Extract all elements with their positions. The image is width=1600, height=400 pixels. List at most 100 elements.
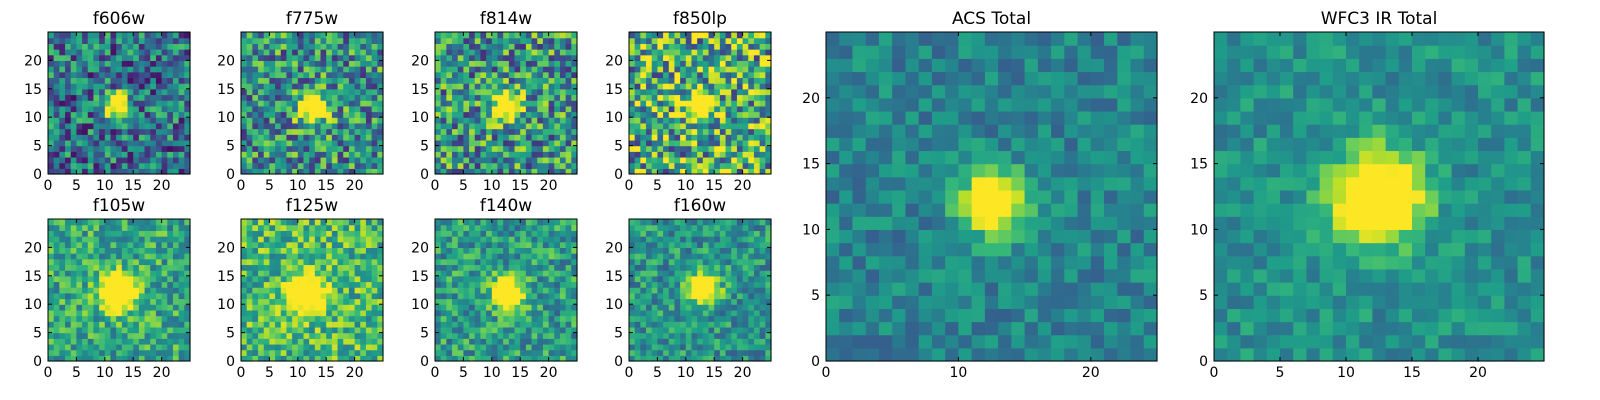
heatmap-cell [571,49,578,56]
heatmap-cell [258,117,265,124]
heatmap-cell [133,253,140,260]
heatmap-cell [87,224,95,231]
heatmap-cell [571,105,578,113]
heatmap-cell [503,287,510,294]
heatmap-cell [354,236,361,243]
heatmap-cell [343,111,350,118]
heatmap-cell [542,338,550,345]
heatmap-cell [736,321,744,328]
heatmap-cell [486,100,493,107]
heatmap-cell [559,292,567,300]
heatmap-cell [348,151,356,158]
heatmap-cell [446,292,453,300]
heatmap-cell [537,145,544,152]
heatmap-cell [127,100,134,107]
heatmap-cell [93,60,100,67]
heatmap-cell [736,139,744,147]
heatmap-cell [138,298,146,305]
heatmap-cell [651,304,658,311]
heatmap-cell [680,111,687,118]
heatmap-cell [719,145,727,152]
heatmap-cell [337,287,344,294]
heatmap-cell [314,151,322,158]
heatmap-cell [53,270,60,277]
heatmap-cell [725,321,732,328]
heatmap-cell [508,326,516,334]
heatmap-cell [565,304,572,311]
heatmap-cell [663,100,670,107]
heatmap-cell [759,60,766,67]
heatmap-cell [280,338,288,345]
heatmap-cell [348,355,356,362]
heatmap-cell [463,315,470,322]
heatmap-cell [719,134,727,141]
heatmap-cell [371,122,378,130]
heatmap-cell [167,321,174,328]
x-tick-label: 5 [653,178,662,194]
heatmap-cell [331,37,339,44]
heatmap-cell [246,43,253,50]
heatmap-cell [759,343,766,351]
heatmap-cell [155,332,163,339]
heatmap-cell [354,264,361,271]
heatmap-cell [116,32,123,39]
heatmap-cell [663,145,670,152]
heatmap-cell [309,309,316,317]
heatmap-cell [241,224,248,231]
heatmap-cell [714,66,721,73]
heatmap-cell [514,105,521,113]
heatmap-cell [246,270,253,277]
heatmap-cell [314,37,322,44]
heatmap-cell [99,77,106,84]
heatmap-cell [172,349,180,356]
heatmap-cell [736,162,744,169]
heatmap-cell [503,60,510,67]
heatmap-cell [486,156,493,164]
heatmap-cell [184,321,191,328]
heatmap-cell [167,117,174,124]
heatmap-cell [469,219,476,226]
heatmap-cell [314,117,322,124]
heatmap-cell [354,60,361,67]
heatmap-cell [275,230,282,237]
heatmap-cell [172,253,180,260]
heatmap-cell [172,71,180,79]
heatmap-cell [331,275,339,283]
heatmap-cell [360,117,367,124]
heatmap-cell [748,100,755,107]
heatmap-cell [446,54,453,61]
heatmap-cell [297,32,305,39]
heatmap-cell [469,77,476,84]
heatmap-cell [104,264,112,271]
heatmap-cell [525,219,533,226]
heatmap-cell [651,343,658,351]
heatmap-cell [292,122,299,130]
heatmap-cell [286,43,293,50]
heatmap-cell [269,287,276,294]
heatmap-cell [178,111,185,118]
heatmap-cell [263,151,270,158]
heatmap-cell [514,355,521,362]
heatmap-cell [360,162,367,169]
heatmap-cell [292,321,299,328]
heatmap-cell [104,66,112,73]
heatmap-cell [440,304,447,311]
heatmap-cell [87,298,95,305]
heatmap-cell [70,338,77,345]
heatmap-cell [275,43,282,50]
heatmap-cell [371,168,378,175]
heatmap-cell [514,292,521,300]
heatmap-cell [127,66,134,73]
heatmap-cell [133,83,140,90]
heatmap-cell [514,83,521,90]
heatmap-cell [343,241,350,248]
heatmap-cell [435,270,442,277]
heatmap-cell [93,162,100,169]
heatmap-cell [525,117,533,124]
heatmap-cell [497,77,504,84]
heatmap-cell [297,66,305,73]
heatmap-cell [275,156,282,164]
heatmap-cell [309,270,316,277]
heatmap-cell [759,315,766,322]
heatmap-cell [241,236,248,243]
